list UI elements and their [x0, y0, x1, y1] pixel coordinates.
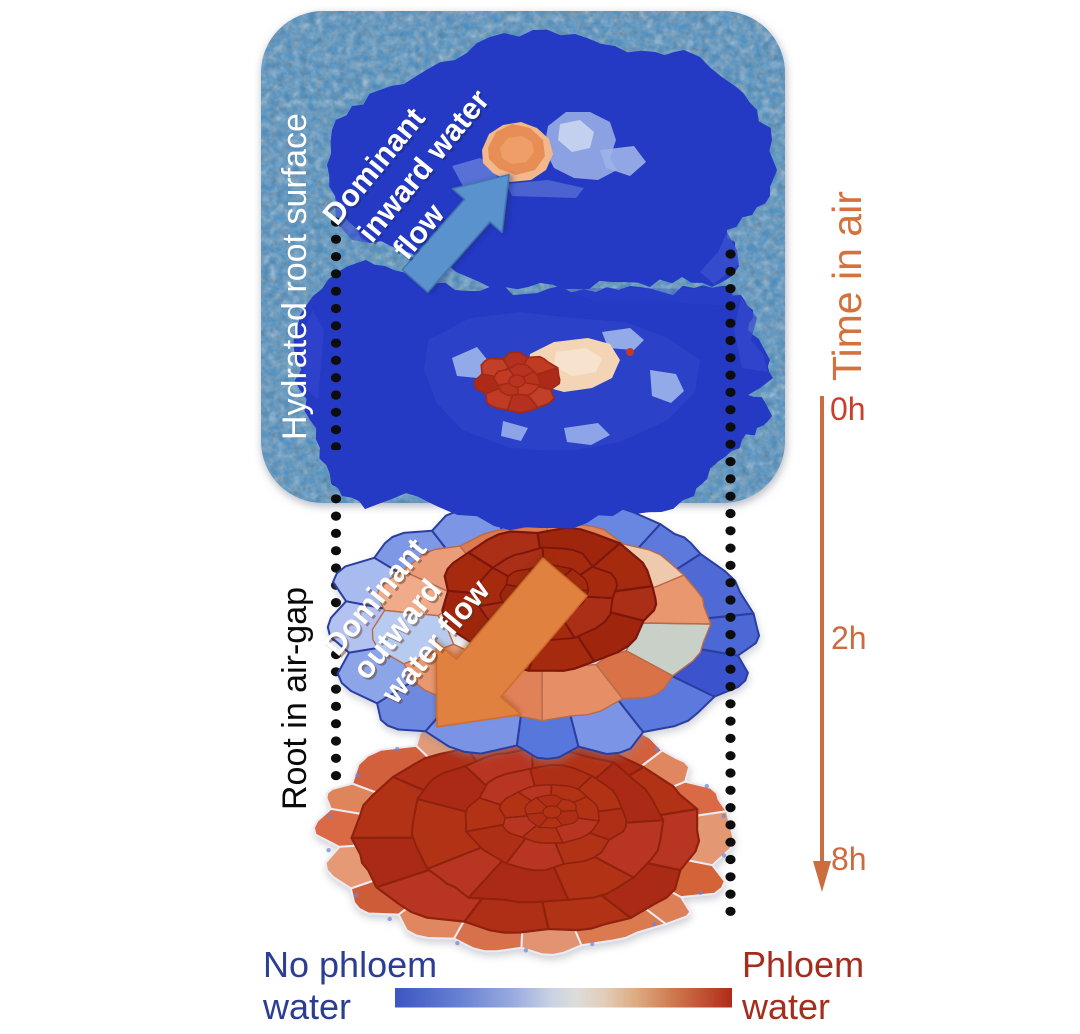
svg-text:water: water: [262, 986, 351, 1027]
svg-text:0h: 0h: [830, 391, 866, 427]
svg-text:water: water: [741, 986, 830, 1027]
svg-text:8h: 8h: [831, 841, 867, 877]
svg-text:Hydrated root surface: Hydrated root surface: [276, 113, 314, 440]
svg-text:Phloem: Phloem: [742, 944, 864, 985]
svg-text:Time in air: Time in air: [824, 191, 870, 381]
svg-text:2h: 2h: [831, 620, 867, 656]
svg-text:Root in air-gap: Root in air-gap: [276, 587, 314, 810]
svg-text:No phloem: No phloem: [263, 944, 437, 985]
